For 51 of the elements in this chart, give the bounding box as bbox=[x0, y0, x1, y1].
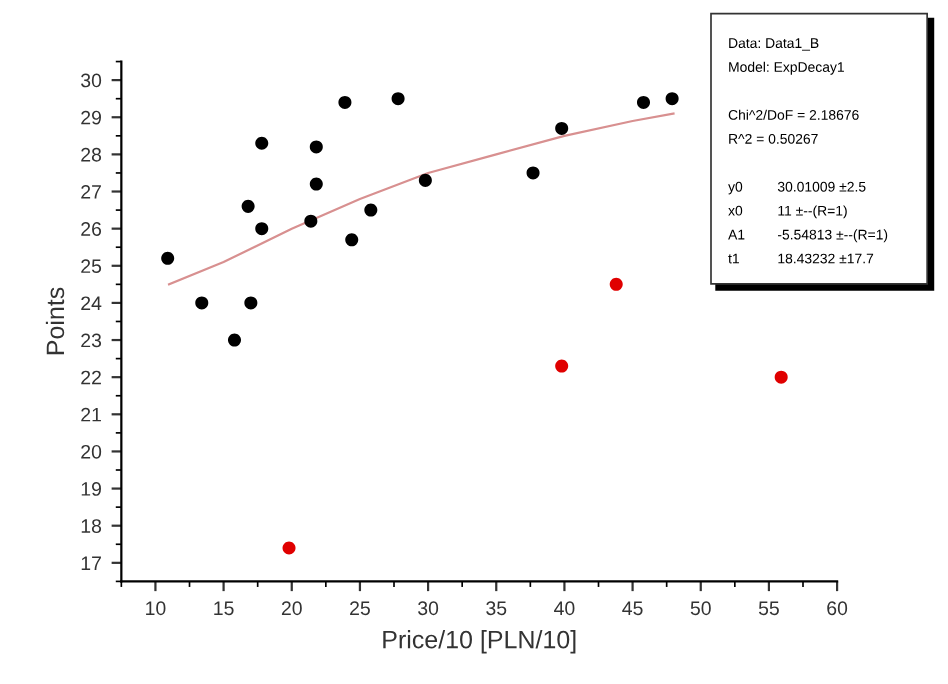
point bbox=[418, 173, 432, 187]
point bbox=[227, 333, 242, 347]
x-tick-label: 60 bbox=[827, 601, 848, 616]
point bbox=[665, 92, 679, 106]
y-tick-label: 23 bbox=[81, 333, 102, 348]
point bbox=[304, 214, 318, 228]
x-tick-label: 10 bbox=[146, 601, 166, 616]
point bbox=[555, 359, 569, 373]
point bbox=[282, 541, 296, 555]
point bbox=[774, 370, 788, 384]
y-tick-label: 26 bbox=[81, 222, 102, 236]
point bbox=[555, 121, 569, 135]
point bbox=[241, 199, 255, 213]
x-tick-label: 15 bbox=[214, 601, 234, 616]
y-tick-label: 20 bbox=[81, 444, 102, 459]
point bbox=[364, 203, 378, 217]
x-tick-label: 20 bbox=[281, 601, 302, 616]
point bbox=[255, 136, 269, 150]
y-tick-label: 30 bbox=[81, 73, 102, 88]
point bbox=[338, 95, 352, 109]
y-tick-label: 18 bbox=[81, 519, 102, 533]
point bbox=[636, 95, 651, 109]
point bbox=[255, 222, 269, 236]
y-tick-label: 24 bbox=[81, 296, 102, 310]
y-tick-label: 28 bbox=[81, 147, 102, 162]
point bbox=[161, 251, 175, 265]
y-tick-label: 27 bbox=[81, 184, 101, 199]
x-tick-label: 25 bbox=[350, 601, 370, 616]
x-tick-label: 30 bbox=[418, 601, 439, 616]
x-tick-label: 55 bbox=[758, 601, 779, 616]
y-tick-label: 21 bbox=[81, 407, 101, 422]
x-tick-label: 45 bbox=[622, 601, 643, 616]
y-tick-label: 29 bbox=[81, 110, 101, 125]
point bbox=[609, 277, 623, 291]
x-axis-title: Price/10 [PLN/10] bbox=[383, 630, 576, 654]
point bbox=[195, 296, 209, 310]
y-tick-label: 17 bbox=[81, 556, 101, 570]
point bbox=[391, 92, 405, 106]
y-tick-label: 22 bbox=[81, 370, 101, 385]
point bbox=[526, 166, 540, 180]
y-tick-label: 25 bbox=[81, 259, 102, 274]
point bbox=[345, 233, 359, 247]
point bbox=[244, 296, 258, 310]
point bbox=[309, 177, 323, 191]
y-tick-label: 19 bbox=[81, 482, 101, 496]
x-tick-label: 50 bbox=[690, 601, 711, 616]
point bbox=[309, 140, 323, 154]
y-axis-title: Points bbox=[45, 287, 65, 355]
x-tick-label: 35 bbox=[486, 601, 507, 616]
line-series bbox=[167, 112, 675, 286]
x-tick-label: 40 bbox=[554, 601, 575, 616]
